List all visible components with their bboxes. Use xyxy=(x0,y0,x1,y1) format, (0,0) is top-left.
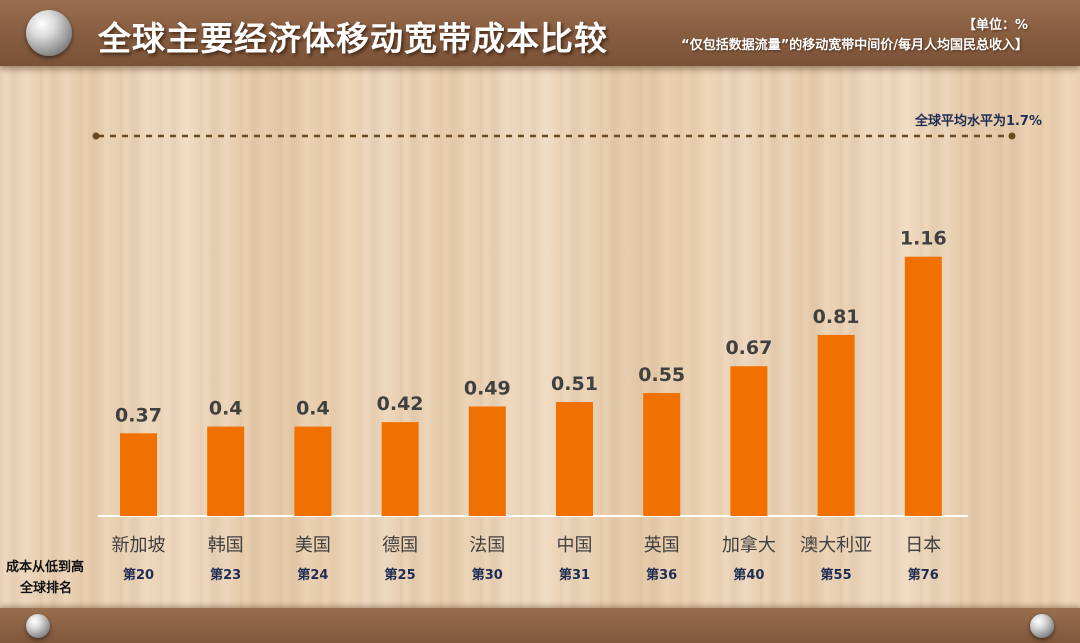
reference-line-endpoint xyxy=(1008,132,1016,140)
bar-2 xyxy=(294,426,332,516)
value-label-9: 1.16 xyxy=(900,228,947,250)
rank-label-6: 第36 xyxy=(646,567,677,583)
category-label-1: 韩国 xyxy=(208,535,244,556)
rank-label-1: 第23 xyxy=(210,567,241,583)
bar-9 xyxy=(904,256,942,516)
metal-knob-icon xyxy=(26,614,50,638)
category-label-9: 日本 xyxy=(905,535,941,556)
value-label-2: 0.4 xyxy=(296,398,330,420)
rank-label-5: 第31 xyxy=(559,567,590,583)
category-label-3: 德国 xyxy=(382,535,418,556)
value-label-1: 0.4 xyxy=(209,398,243,420)
average-label: 全球平均水平为1.7% xyxy=(914,114,1042,129)
cost-order-label: 成本从低到高 xyxy=(6,560,85,575)
value-label-7: 0.67 xyxy=(725,337,772,359)
rank-label-9: 第76 xyxy=(908,567,939,583)
rank-label-7: 第40 xyxy=(733,567,764,583)
category-label-6: 英国 xyxy=(644,535,680,556)
header-bar xyxy=(0,0,1080,66)
unit-note: 【单位：% “仅包括数据流量”的移动宽带中间价/每月人均国民总收入】 xyxy=(681,16,1028,56)
bar-4 xyxy=(468,406,506,516)
rank-label-2: 第24 xyxy=(297,567,328,583)
value-label-4: 0.49 xyxy=(464,377,511,399)
category-label-4: 法国 xyxy=(469,535,505,556)
category-label-5: 中国 xyxy=(557,535,593,556)
category-label-8: 澳大利亚 xyxy=(800,535,872,556)
bar-6 xyxy=(643,393,681,516)
unit-note-line2: “仅包括数据流量”的移动宽带中间价/每月人均国民总收入】 xyxy=(681,38,1028,53)
bar-8 xyxy=(817,334,855,516)
value-label-6: 0.55 xyxy=(638,364,685,386)
value-label-8: 0.81 xyxy=(813,306,860,328)
unit-note-line1: 【单位：% xyxy=(962,18,1028,33)
bar-0 xyxy=(120,433,157,516)
chart-title: 全球主要经济体移动宽带成本比较 xyxy=(98,19,608,58)
rank-label-8: 第55 xyxy=(821,567,852,583)
value-label-5: 0.51 xyxy=(551,373,598,395)
category-label-0: 新加坡 xyxy=(112,535,166,556)
bar-1 xyxy=(207,426,245,516)
metal-knob-icon xyxy=(26,10,72,56)
bar-7 xyxy=(730,366,768,516)
category-label-7: 加拿大 xyxy=(722,534,776,556)
reference-line-endpoint xyxy=(92,132,100,140)
value-label-0: 0.37 xyxy=(115,404,162,426)
bar-3 xyxy=(381,422,419,516)
global-rank-label: 全球排名 xyxy=(20,581,73,596)
metal-knob-icon xyxy=(1030,614,1054,638)
category-label-2: 美国 xyxy=(295,535,331,556)
rank-label-3: 第25 xyxy=(385,567,416,583)
rank-label-0: 第20 xyxy=(123,567,154,583)
rank-label-4: 第30 xyxy=(472,567,503,583)
bar-5 xyxy=(556,402,593,516)
footer-bar xyxy=(0,608,1080,643)
value-label-3: 0.42 xyxy=(377,393,424,415)
